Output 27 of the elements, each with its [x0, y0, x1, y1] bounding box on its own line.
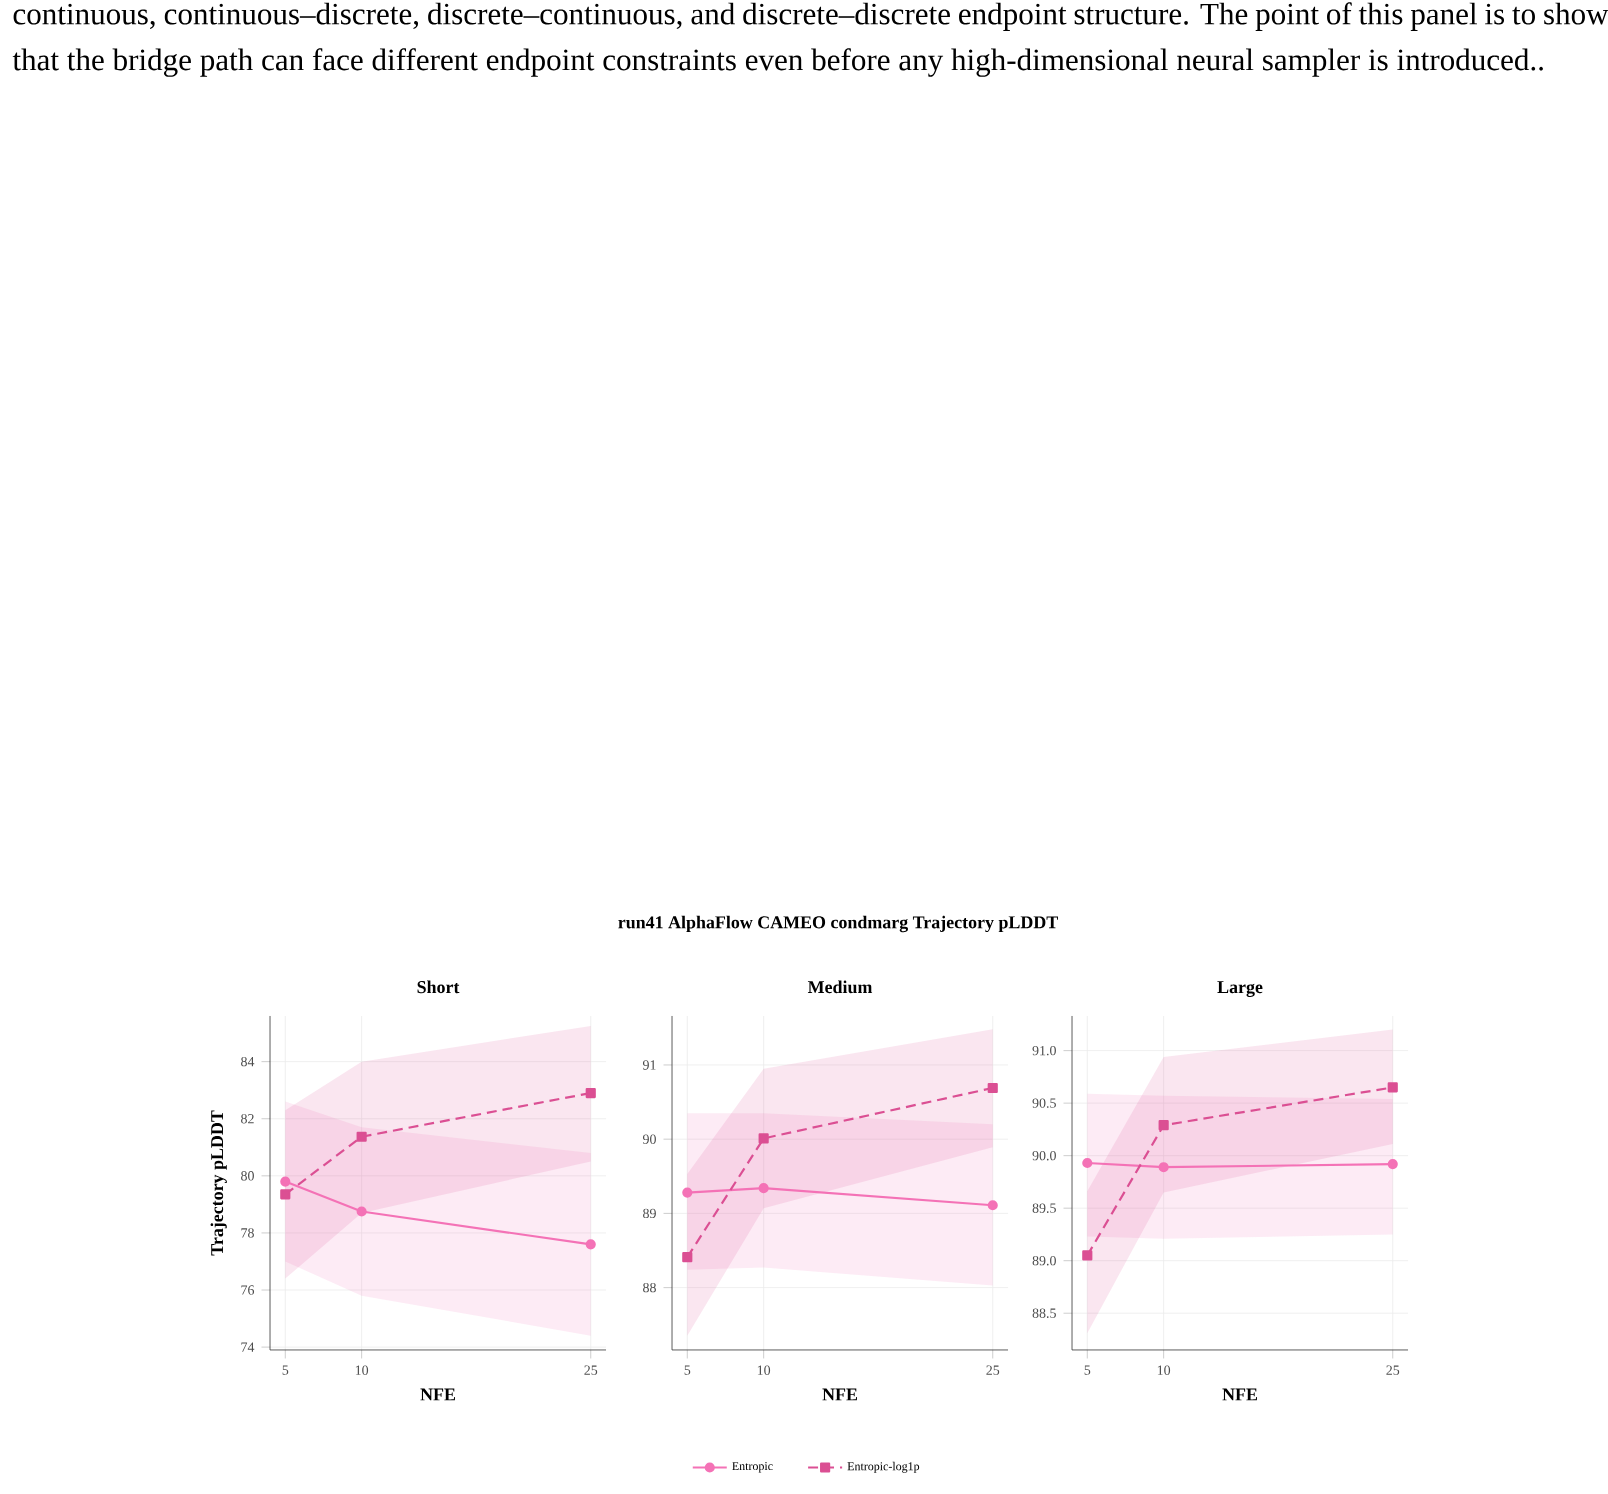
point — [356, 1131, 367, 1142]
point — [987, 1082, 998, 1094]
point — [280, 1176, 291, 1187]
chart-title: Short — [417, 980, 460, 994]
point — [758, 1183, 769, 1194]
point — [1158, 1120, 1169, 1131]
point — [585, 1239, 596, 1250]
point — [356, 1206, 367, 1217]
point — [1158, 1162, 1169, 1173]
x-axis-title: NFE — [822, 1388, 858, 1401]
x-axis-title: NFE — [1222, 1388, 1258, 1401]
chart-title: Medium — [807, 980, 873, 994]
point — [1387, 1158, 1398, 1170]
point — [682, 1187, 693, 1198]
text: continuous, continuous–discrete, discrete–continuous, and discrete–discrete endpoint structure. The point of this panel is to show that the bridge path can face different endpoint constraints even before any high-dimensional neural sampler is introduced.. — [12, 2, 1608, 77]
chart-title: Large — [1217, 981, 1263, 997]
point — [280, 1189, 291, 1200]
text: run41 AlphaFlow CAMEO condmarg Trajectory pLDDT — [618, 915, 1058, 933]
y-axis-title: Trajectory pLDDT — [210, 1110, 227, 1256]
x-axis-title: NFE — [420, 1388, 456, 1401]
point — [1387, 1082, 1398, 1093]
point — [1082, 1250, 1093, 1261]
point — [585, 1087, 596, 1099]
point — [1082, 1157, 1093, 1169]
point — [758, 1133, 769, 1144]
point — [682, 1252, 693, 1263]
point — [987, 1200, 998, 1211]
